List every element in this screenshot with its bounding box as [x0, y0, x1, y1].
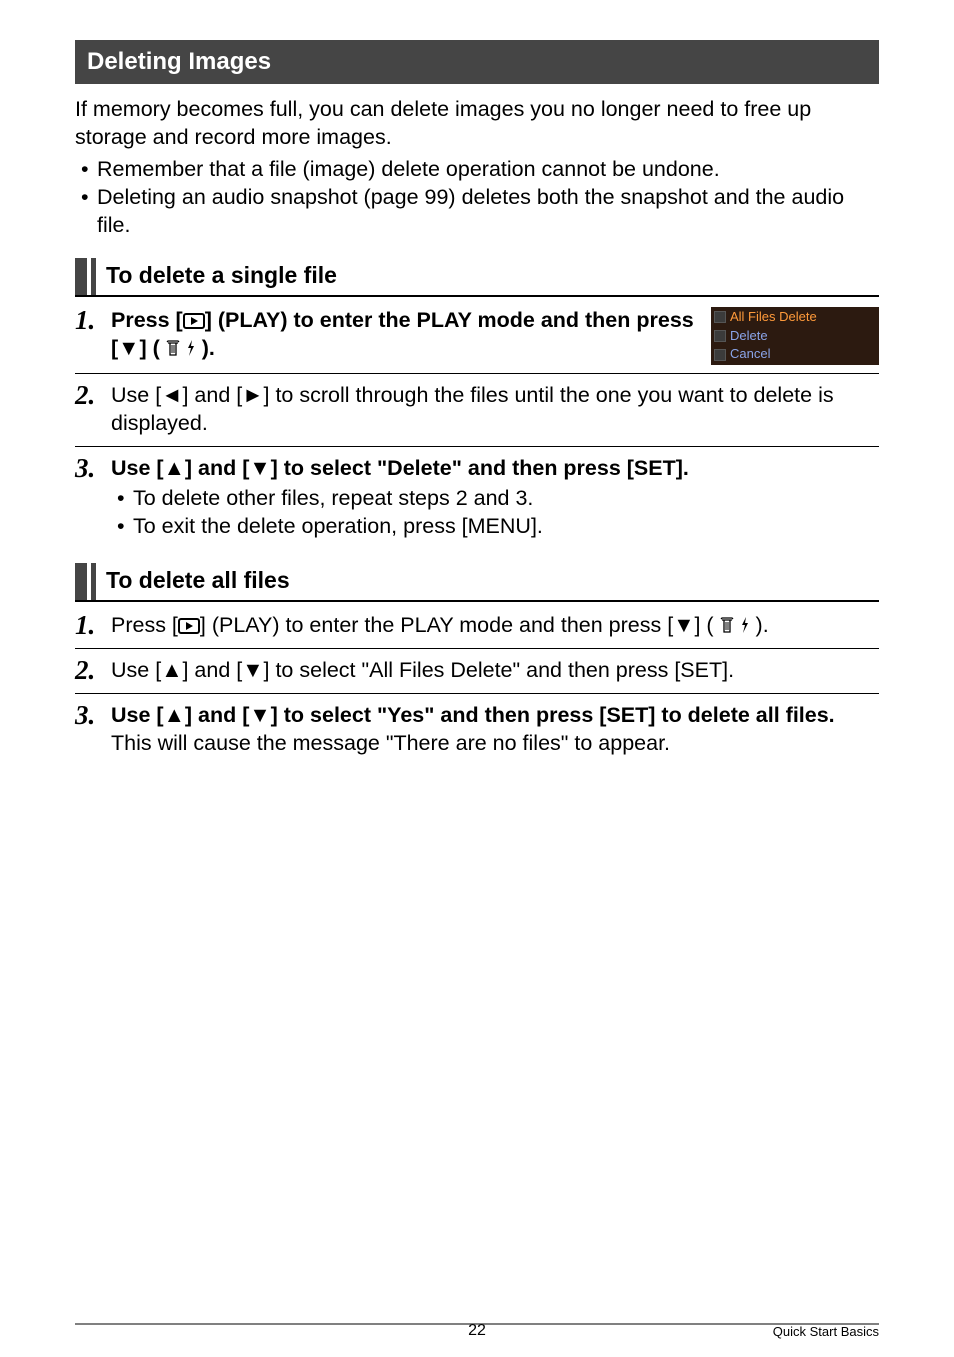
trash-icon — [720, 616, 734, 634]
t: ). — [202, 336, 215, 360]
step-text: Use [▲] and [▼] to select "Delete" and t… — [111, 455, 879, 483]
t: Use [ — [111, 703, 164, 727]
t: ). — [756, 613, 769, 637]
step-number: 2. — [75, 382, 111, 409]
menu-item-delete: Delete — [712, 327, 878, 346]
step-number: 2. — [75, 657, 111, 684]
accent-bar-2 — [91, 563, 96, 600]
play-icon — [178, 618, 200, 634]
flash-icon — [740, 616, 750, 634]
accent-bar — [75, 563, 87, 600]
intro-bullets: Remember that a file (image) delete oper… — [75, 156, 879, 240]
single-step-2: 2. Use [◄] and [►] to scroll through the… — [75, 382, 879, 447]
down-triangle-icon: ▼ — [249, 456, 270, 480]
t: ] to select "Yes" and then press [SET] t… — [271, 703, 835, 727]
step-number: 3. — [75, 702, 111, 729]
t: ] and [ — [182, 658, 242, 682]
step-sub-bullets: To delete other files, repeat steps 2 an… — [111, 485, 879, 541]
intro-paragraph: If memory becomes full, you can delete i… — [75, 96, 879, 152]
play-icon — [183, 313, 205, 329]
step-number: 1. — [75, 307, 111, 334]
section-heading: Deleting Images — [75, 40, 879, 84]
down-triangle-icon: ▼ — [673, 613, 694, 637]
all-step-1: 1. Press [ ] (PLAY) to enter the PLAY mod… — [75, 612, 879, 649]
page-footer: 22 Quick Start Basics — [75, 1323, 879, 1331]
menu-thumb — [714, 349, 726, 361]
t: Use [ — [111, 383, 161, 407]
menu-thumb — [714, 311, 726, 323]
t: ] ( — [139, 336, 159, 360]
menu-label: Cancel — [730, 346, 770, 363]
menu-label: Delete — [730, 328, 768, 345]
footer-right-text: Quick Start Basics — [773, 1324, 879, 1339]
t: Use [ — [111, 658, 161, 682]
t: ] and [ — [182, 383, 242, 407]
step-body: Press [ ] (PLAY) to enter the PLAY mode a… — [111, 612, 879, 640]
left-triangle-icon: ◄ — [161, 383, 182, 407]
step-text: Press [] (PLAY) to enter the PLAY mode a… — [111, 307, 699, 366]
t: ] to select "All Files Delete" and then … — [264, 658, 735, 682]
all-step-2: 2. Use [▲] and [▼] to select "All Files … — [75, 657, 879, 694]
down-triangle-icon: ▼ — [242, 658, 263, 682]
t: ] (PLAY) to enter the PLAY mode and then… — [200, 613, 673, 637]
step-plain-text: This will cause the message "There are n… — [111, 730, 879, 758]
delete-menu-image: All Files Delete Delete Cancel — [711, 307, 879, 366]
accent-bar — [75, 258, 87, 295]
step-body: Use [▲] and [▼] to select "All Files Del… — [111, 657, 879, 685]
t: Use [ — [111, 456, 164, 480]
step-number: 3. — [75, 455, 111, 482]
all-step-3: 3. Use [▲] and [▼] to select "Yes" and t… — [75, 702, 879, 766]
step-body: Use [▲] and [▼] to select "Delete" and t… — [111, 455, 879, 541]
sub-bullet-2: To exit the delete operation, press [MEN… — [111, 513, 879, 541]
step-number: 1. — [75, 612, 111, 639]
menu-item-all-files-delete: All Files Delete — [712, 308, 878, 327]
menu-thumb — [714, 330, 726, 342]
step-body: Use [◄] and [►] to scroll through the fi… — [111, 382, 879, 438]
subheading-single-text: To delete a single file — [106, 258, 337, 295]
intro-bullet-1: Remember that a file (image) delete oper… — [75, 156, 879, 184]
menu-item-cancel: Cancel — [712, 345, 878, 364]
t: ] to select "Delete" and then press [SET… — [271, 456, 689, 480]
t: ] and [ — [185, 703, 250, 727]
menu-label: All Files Delete — [730, 309, 817, 326]
t: Press [ — [111, 613, 178, 637]
single-step-3: 3. Use [▲] and [▼] to select "Delete" an… — [75, 455, 879, 549]
step-body: Use [▲] and [▼] to select "Yes" and then… — [111, 702, 879, 758]
t: ] ( — [694, 613, 713, 637]
page-content: Deleting Images If memory becomes full, … — [0, 0, 954, 766]
up-triangle-icon: ▲ — [164, 703, 185, 727]
up-triangle-icon: ▲ — [161, 658, 182, 682]
t: Press [ — [111, 308, 183, 332]
sub-bullet-1: To delete other files, repeat steps 2 an… — [111, 485, 879, 513]
step-body: Press [] (PLAY) to enter the PLAY mode a… — [111, 307, 879, 366]
page-number: 22 — [468, 1322, 486, 1340]
t: ] and [ — [185, 456, 250, 480]
intro-bullet-2: Deleting an audio snapshot (page 99) del… — [75, 184, 879, 240]
subheading-all: To delete all files — [75, 563, 879, 602]
down-triangle-icon: ▼ — [249, 703, 270, 727]
accent-bar-2 — [91, 258, 96, 295]
flash-icon — [186, 339, 196, 357]
right-triangle-icon: ► — [242, 383, 263, 407]
trash-icon — [166, 339, 180, 357]
down-triangle-icon: ▼ — [118, 336, 139, 360]
subheading-all-text: To delete all files — [106, 563, 290, 600]
step-text: Use [▲] and [▼] to select "Yes" and then… — [111, 702, 879, 730]
menu-box: All Files Delete Delete Cancel — [711, 307, 879, 366]
single-step-1: 1. Press [] (PLAY) to enter the PLAY mod… — [75, 307, 879, 375]
up-triangle-icon: ▲ — [164, 456, 185, 480]
subheading-single: To delete a single file — [75, 258, 879, 297]
